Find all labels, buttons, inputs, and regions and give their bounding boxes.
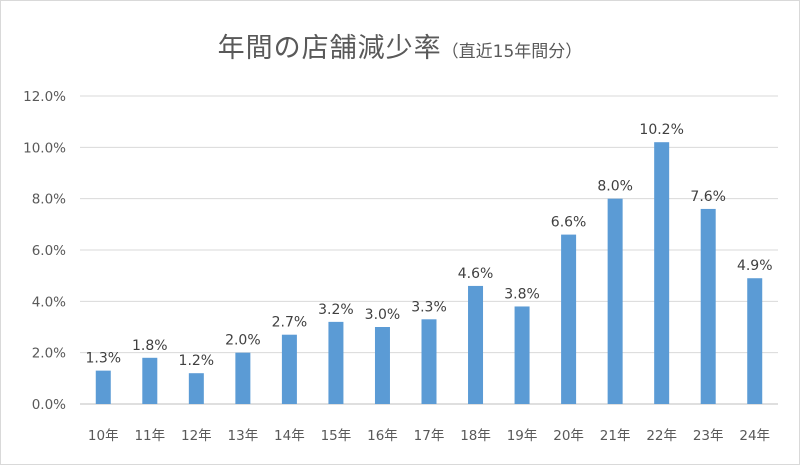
y-tick-label: 2.0% [32, 346, 66, 362]
data-label: 10.2% [639, 122, 683, 138]
chart-title-main: 年間の店舗減少率 [217, 33, 442, 64]
data-label: 6.6% [551, 215, 587, 231]
bar [607, 198, 623, 404]
x-axis: 10年 11年 12年 13年 14年 15年 16年 17年 18年 19年 20年 21年 22年 2… [88, 428, 770, 444]
x-tick-label: 10年 [88, 428, 119, 444]
x-tick-label: 15年 [321, 428, 352, 444]
data-label: 2.0% [225, 333, 261, 349]
bar [328, 321, 344, 404]
data-label: 4.9% [737, 258, 773, 274]
x-tick-label: 24年 [739, 428, 770, 444]
chart-title: 年間の店舗減少率（直近15年間分） [0, 26, 800, 65]
x-tick-label: 23年 [693, 428, 724, 444]
bar [235, 352, 251, 404]
data-label: 4.6% [458, 266, 494, 282]
y-tick-label: 6.0% [32, 243, 66, 259]
x-tick-label: 12年 [181, 428, 212, 444]
y-axis: 0.0% 2.0% 4.0% 6.0% 8.0% 10.0% 12.0% [23, 89, 66, 413]
x-tick-label: 19年 [507, 428, 538, 444]
y-tick-label: 12.0% [23, 89, 66, 105]
bar [188, 373, 204, 404]
x-tick-label: 18年 [460, 428, 491, 444]
x-tick-label: 11年 [134, 428, 165, 444]
y-tick-label: 4.0% [32, 294, 66, 310]
bar [281, 334, 297, 404]
bar [421, 319, 437, 404]
x-tick-label: 20年 [553, 428, 584, 444]
x-tick-label: 17年 [414, 428, 445, 444]
x-tick-label: 22年 [646, 428, 677, 444]
chart-subtitle: （直近15年間分） [441, 42, 583, 62]
data-label: 3.3% [411, 299, 447, 315]
data-label: 3.8% [504, 286, 540, 302]
bar [561, 234, 577, 404]
data-label: 1.2% [179, 353, 215, 369]
data-label: 8.0% [597, 179, 633, 195]
data-label: 2.7% [272, 315, 308, 331]
x-tick-label: 13年 [228, 428, 259, 444]
bar [142, 357, 158, 404]
x-tick-label: 14年 [274, 428, 305, 444]
data-label: 3.2% [318, 302, 354, 318]
y-tick-label: 8.0% [32, 192, 66, 208]
y-tick-label: 0.0% [32, 397, 66, 413]
bar [374, 327, 390, 404]
data-label: 1.3% [85, 351, 121, 367]
x-tick-label: 16年 [367, 428, 398, 444]
data-label: 1.8% [132, 338, 168, 354]
data-labels: 1.3% 1.8% 1.2% 2.0% 2.7% 3.2% 3.0% 3.3% 4.6% 3.8%… [85, 122, 772, 369]
x-tick-label: 21年 [600, 428, 631, 444]
bar [468, 285, 484, 404]
bar [700, 208, 716, 404]
data-label: 3.0% [365, 307, 401, 323]
bar [514, 306, 530, 404]
bar [747, 278, 763, 404]
y-tick-label: 10.0% [23, 140, 66, 156]
bar [95, 370, 111, 404]
bar [654, 142, 670, 404]
bars [95, 142, 763, 404]
data-label: 7.6% [690, 189, 726, 205]
